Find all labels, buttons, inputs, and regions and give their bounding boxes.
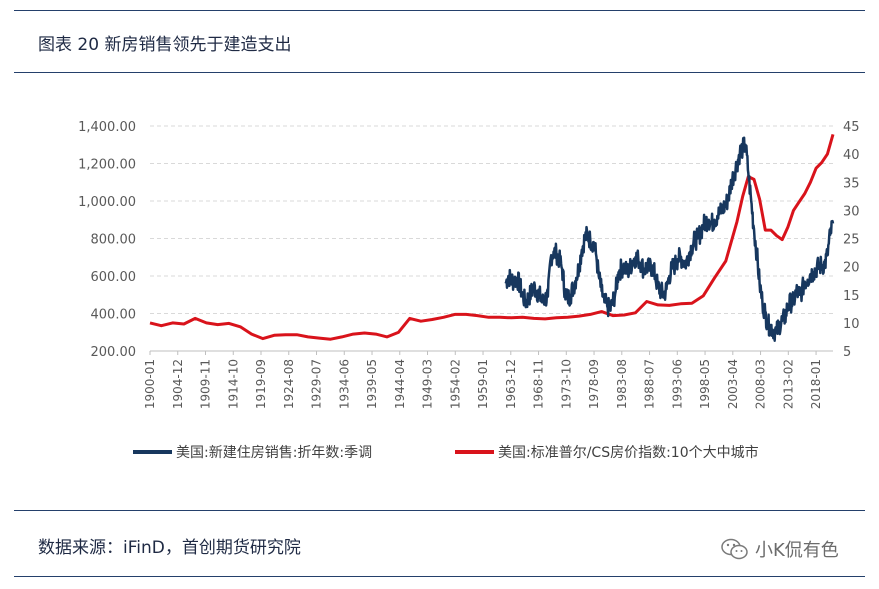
- y-right-tick-label: 10: [843, 317, 860, 332]
- x-tick-label: 2003-04: [726, 359, 740, 409]
- y-right-tick-label: 35: [843, 176, 860, 191]
- legend-label-hpi: 美国:标准普尔/CS房价指数:10个大中城市: [498, 444, 759, 461]
- y-left-tick-label: 800.00: [91, 233, 137, 248]
- y-right-tick-label: 20: [843, 261, 860, 276]
- x-tick-label: 1968-11: [532, 359, 546, 409]
- line-chart: 200.00 400.00 600.00 800.00 1,000.00 1,200.00…: [78, 120, 860, 461]
- y-left-tick-label: 400.00: [91, 308, 137, 323]
- x-tick-label: 1963-12: [504, 359, 518, 409]
- x-tick-label: 1914-10: [226, 359, 240, 409]
- wechat-icon: [721, 538, 748, 560]
- y-left-tick-label: 600.00: [91, 270, 137, 285]
- legend: 美国:新建住房销售:折年数:季调 美国:标准普尔/CS房价指数:10个大中城市: [133, 444, 759, 461]
- x-tick-label: 2013-02: [781, 359, 795, 409]
- y-right-tick-label: 25: [843, 233, 860, 248]
- title-rule: [14, 72, 865, 73]
- source-note: 数据来源：iFinD，首创期货研究院: [38, 538, 301, 558]
- x-tick-label: 1919-09: [254, 359, 268, 409]
- y-right-tick-label: 40: [843, 148, 860, 163]
- y-right-tick-label: 5: [843, 345, 851, 360]
- series-layer: [149, 133, 835, 342]
- y-right-axis: 5 10 15 20 25 30 35 40 45: [843, 120, 860, 360]
- x-tick-label: 1900-01: [143, 359, 157, 409]
- x-tick-label: 1983-08: [615, 359, 629, 409]
- y-left-axis: 200.00 400.00 600.00 800.00 1,000.00 1,200.00…: [78, 120, 136, 360]
- x-tick-label: 1954-02: [448, 359, 462, 409]
- x-tick-label: 1939-05: [365, 359, 379, 409]
- x-tick-label: 1973-10: [559, 359, 573, 409]
- x-tick-label: 1904-12: [171, 359, 185, 409]
- x-tick-label: 1929-07: [310, 359, 324, 409]
- series-line-hpi: [149, 133, 835, 341]
- x-tick-label: 1998-05: [698, 359, 712, 409]
- x-tick-label: 1934-06: [337, 359, 351, 409]
- series-line-new-home-sales: [504, 136, 835, 342]
- y-right-tick-label: 30: [843, 204, 860, 219]
- watermark-name: 小K侃有色: [755, 540, 839, 561]
- y-left-tick-label: 200.00: [91, 345, 137, 360]
- source-top-rule: [14, 510, 865, 511]
- top-rule: [14, 10, 865, 11]
- bottom-rule: [14, 576, 865, 577]
- x-tick-label: 1959-01: [476, 359, 490, 409]
- x-tick-label: 1978-09: [587, 359, 601, 409]
- x-tick-label: 1949-03: [421, 359, 435, 409]
- y-left-tick-label: 1,400.00: [78, 120, 136, 135]
- legend-label-new-home-sales: 美国:新建住房销售:折年数:季调: [176, 445, 372, 461]
- x-tick-label: 1988-07: [643, 359, 657, 409]
- x-axis: 1900-01 1904-12 1909-11 1914-10 1919-09 1924-…: [143, 351, 823, 409]
- x-tick-label: 1924-08: [282, 359, 296, 409]
- y-left-tick-label: 1,000.00: [78, 195, 136, 210]
- y-left-tick-label: 1,200.00: [78, 158, 136, 173]
- x-tick-label: 2008-03: [754, 359, 768, 409]
- x-tick-label: 1909-11: [199, 359, 213, 409]
- y-right-tick-label: 15: [843, 289, 860, 304]
- x-tick-label: 2018-01: [809, 359, 823, 409]
- y-right-tick-label: 45: [843, 120, 860, 135]
- x-tick-label: 1944-04: [393, 359, 407, 409]
- gridlines: [150, 125, 833, 314]
- figure-title: 图表 20 新房销售领先于建造支出: [38, 35, 292, 55]
- x-tick-label: 1993-06: [670, 359, 684, 409]
